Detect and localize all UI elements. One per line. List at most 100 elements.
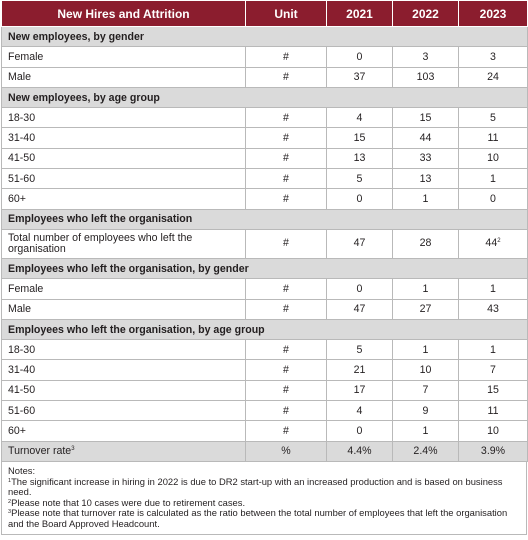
turnover-label: Turnover rate [8,445,72,458]
value-2021: 21 [326,359,393,381]
row-unit: # [245,359,327,381]
value-2021: 4 [326,400,393,422]
row-unit: # [245,107,327,129]
section-title: Employees who left the organisation, by … [1,318,528,341]
value-2021: 0 [326,278,393,300]
note-text: The significant increase in hiring in 20… [8,475,503,498]
turnover-2021: 4.4% [326,440,393,462]
value-2021: 0 [326,420,393,442]
table-header-row: New Hires and Attrition Unit 2021 2022 2… [1,0,528,27]
section-header-row: Employees who left the organisation, by … [1,318,528,341]
value-2022: 27 [392,298,459,320]
value-2023: 3 [458,46,528,68]
section-header-row: New employees, by gender [1,25,528,48]
row-label: 41-50 [1,379,246,402]
row-label: Male [1,298,246,320]
note-text: Please note that 10 cases were due to re… [11,496,246,508]
value-2022: 44 [392,127,459,149]
table-row: Male # 47 27 43 [1,298,528,320]
value-2022: 9 [392,400,459,422]
value-2022: 1 [392,420,459,442]
row-unit: # [245,278,327,300]
row-label: 31-40 [1,127,246,149]
table-row: 51-60 # 4 9 11 [1,400,528,422]
value-2021: 4 [326,107,393,129]
new-hires-attrition-table: New Hires and Attrition Unit 2021 2022 2… [1,0,528,462]
row-label: 60+ [1,420,246,442]
header-year-2023: 2023 [458,0,528,27]
row-unit: # [245,339,327,361]
note-text: Please note that turnover rate is calcul… [8,507,508,529]
value-2022: 13 [392,168,459,190]
turnover-2023: 3.9% [458,440,528,462]
row-label: 41-50 [1,147,246,170]
row-label: Male [1,66,246,88]
value-2022: 15 [392,107,459,129]
value-2023: 44 [485,237,498,250]
row-label: Female [1,46,246,68]
value-2021: 5 [326,339,393,361]
note-item: 3Please note that turnover rate is calcu… [8,508,520,529]
section-title: Employees who left the organisation [1,208,528,230]
row-label: Total number of employees who left the o… [1,228,246,259]
footnote-ref-2: 2 [497,238,501,245]
value-2021: 37 [326,66,393,88]
row-unit: # [245,168,327,190]
note-item: 2Please note that 10 cases were due to r… [8,496,520,509]
table-row: 18-30 # 5 1 1 [1,339,528,361]
table-row: Male # 37 103 24 [1,66,528,88]
note-number: 3 [8,509,12,516]
header-year-2022: 2022 [392,0,459,27]
row-unit: # [245,127,327,149]
row-label: Female [1,278,246,300]
value-2023: 11 [458,127,528,149]
row-unit: # [245,147,327,170]
value-2023: 7 [458,359,528,381]
value-2023-cell: 442 [458,228,528,259]
value-2022: 33 [392,147,459,170]
table-row: 51-60 # 5 13 1 [1,168,528,190]
value-2023: 1 [458,278,528,300]
value-2021: 15 [326,127,393,149]
value-2023: 43 [458,298,528,320]
value-2021: 0 [326,46,393,68]
table-row: Female # 0 3 3 [1,46,528,68]
value-2023: 1 [458,339,528,361]
value-2023: 5 [458,107,528,129]
turnover-2022: 2.4% [392,440,459,462]
value-2022: 1 [392,278,459,300]
value-2023: 15 [458,379,528,402]
row-unit: # [245,298,327,320]
table-row: Total number of employees who left the o… [1,228,528,259]
table-row: 41-50 # 13 33 10 [1,147,528,170]
footnote-ref-3: 3 [71,446,75,453]
turnover-unit: % [245,440,327,462]
table-row: 60+ # 0 1 10 [1,420,528,442]
value-2022: 3 [392,46,459,68]
note-number: 1 [8,477,12,484]
section-title: New employees, by gender [1,25,528,48]
turnover-row: Turnover rate3 % 4.4% 2.4% 3.9% [1,440,528,462]
value-2021: 47 [326,228,393,259]
row-label: 60+ [1,188,246,210]
header-year-2021: 2021 [326,0,393,27]
header-title: New Hires and Attrition [1,0,246,27]
notes-section: Notes: 1The significant increase in hiri… [1,461,527,535]
value-2023: 10 [458,147,528,170]
header-unit: Unit [245,0,327,27]
row-unit: # [245,420,327,442]
value-2021: 5 [326,168,393,190]
note-item: 1The significant increase in hiring in 2… [8,475,520,498]
table-row: 31-40 # 15 44 11 [1,127,528,149]
value-2023: 24 [458,66,528,88]
value-2021: 17 [326,379,393,402]
value-2022: 28 [392,228,459,259]
section-title: New employees, by age group [1,86,528,109]
row-label: 31-40 [1,359,246,381]
row-unit: # [245,228,327,259]
row-unit: # [245,400,327,422]
value-2021: 0 [326,188,393,210]
value-2021: 47 [326,298,393,320]
value-2022: 1 [392,188,459,210]
table-row: 31-40 # 21 10 7 [1,359,528,381]
